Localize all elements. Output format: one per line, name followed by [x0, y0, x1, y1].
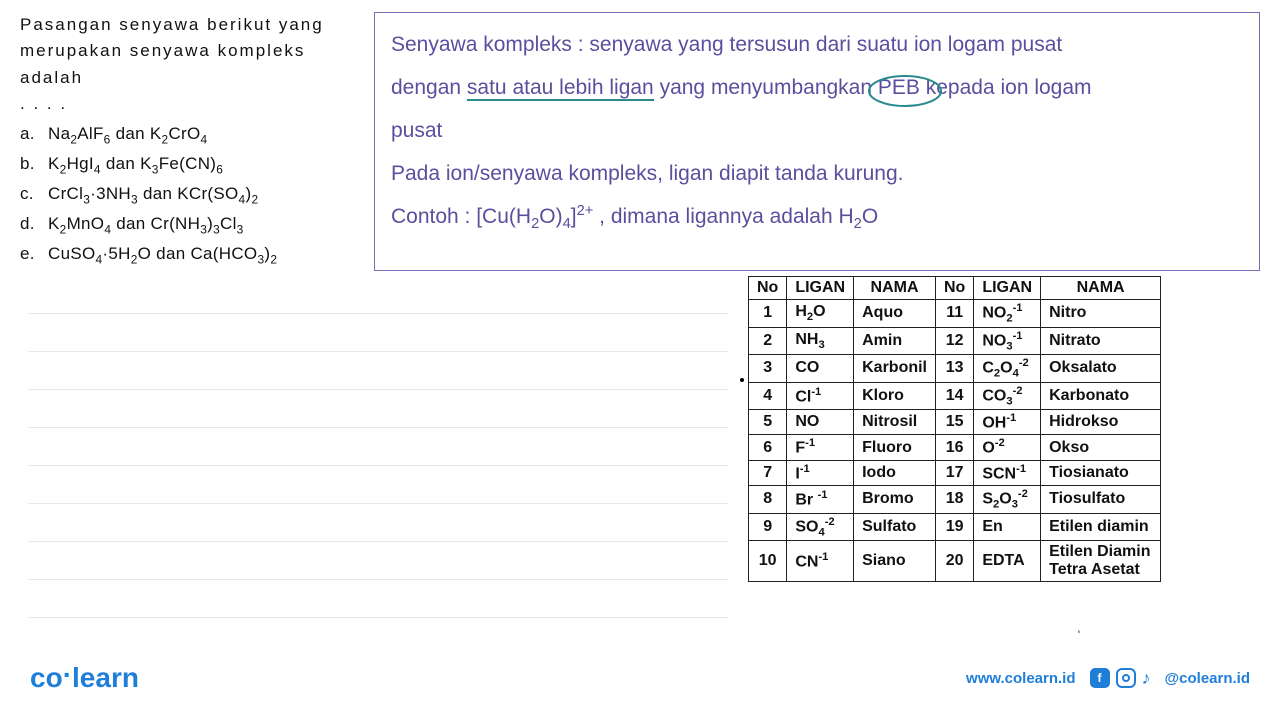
- facebook-icon: f: [1090, 668, 1110, 688]
- table-header: NAMA: [854, 277, 936, 300]
- explanation-box: Senyawa kompleks : senyawa yang tersusun…: [374, 12, 1260, 271]
- table-header: LIGAN: [787, 277, 854, 300]
- stray-dot: [740, 378, 744, 382]
- table-header: No: [749, 277, 787, 300]
- footer-url: www.colearn.id: [966, 670, 1075, 687]
- ligan-table: NoLIGANNAMANoLIGANNAMA1H2OAquo11NO2-1Nit…: [748, 276, 1161, 582]
- stray-tick: ': [1078, 628, 1080, 642]
- question-block: Pasangan senyawa berikut yang merupakan …: [20, 12, 360, 271]
- question-dots: . . . .: [20, 91, 360, 117]
- table-row: 5NONitrosil15OH-1Hidrokso: [749, 410, 1161, 435]
- option-item: c.CrCl3·3NH3 dan KCr(SO4)2: [20, 181, 360, 209]
- footer-handle: @colearn.id: [1165, 670, 1250, 687]
- social-icons: f ♪: [1090, 668, 1151, 689]
- table-header: LIGAN: [974, 277, 1041, 300]
- table-header: NAMA: [1041, 277, 1161, 300]
- option-item: b.K2HgI4 dan K3Fe(CN)6: [20, 151, 360, 179]
- explain-line5: Contoh : [Cu(H2O)4]2+ , dimana ligannya …: [391, 195, 1243, 239]
- footer: co·learn www.colearn.id f ♪ @colearn.id: [0, 662, 1280, 694]
- underlined-phrase: satu atau lebih ligan: [467, 76, 654, 101]
- table-row: 6F-1Fluoro16O-2Okso: [749, 435, 1161, 460]
- table-row: 10CN-1Siano20EDTAEtilen Diamin Tetra Ase…: [749, 541, 1161, 582]
- table-header: No: [936, 277, 974, 300]
- table-row: 8Br -1Bromo18S2O3-2Tiosulfato: [749, 486, 1161, 514]
- explain-line1: Senyawa kompleks : senyawa yang tersusun…: [391, 23, 1243, 66]
- table-row: 3COKarbonil13C2O4-2Oksalato: [749, 355, 1161, 383]
- table-row: 4Cl-1Kloro14CO3-2Karbonato: [749, 382, 1161, 410]
- explain-line4: Pada ion/senyawa kompleks, ligan diapit …: [391, 152, 1243, 195]
- table-row: 1H2OAquo11NO2-1Nitro: [749, 300, 1161, 328]
- tiktok-icon: ♪: [1142, 668, 1151, 689]
- option-item: e.CuSO4·5H2O dan Ca(HCO3)2: [20, 241, 360, 269]
- logo: co·learn: [30, 662, 139, 694]
- table-row: 9SO4-2Sulfato19EnEtilen diamin: [749, 513, 1161, 541]
- option-item: a.Na2AlF6 dan K2CrO4: [20, 121, 360, 149]
- circled-phrase: PEB k: [872, 76, 936, 99]
- option-item: d.K2MnO4 dan Cr(NH3)3Cl3: [20, 211, 360, 239]
- explain-line3: pusat: [391, 109, 1243, 152]
- options-list: a.Na2AlF6 dan K2CrO4b.K2HgI4 dan K3Fe(CN…: [20, 121, 360, 268]
- question-line1: Pasangan senyawa berikut yang: [20, 12, 360, 38]
- table-row: 7I-1Iodo17SCN-1Tiosianato: [749, 460, 1161, 485]
- table-row: 2NH3Amin12NO3-1Nitrato: [749, 327, 1161, 355]
- instagram-icon: [1116, 668, 1136, 688]
- question-line2: merupakan senyawa kompleks adalah: [20, 38, 360, 91]
- notebook-lines: [28, 276, 728, 618]
- explain-line2: dengan satu atau lebih ligan yang menyum…: [391, 66, 1243, 109]
